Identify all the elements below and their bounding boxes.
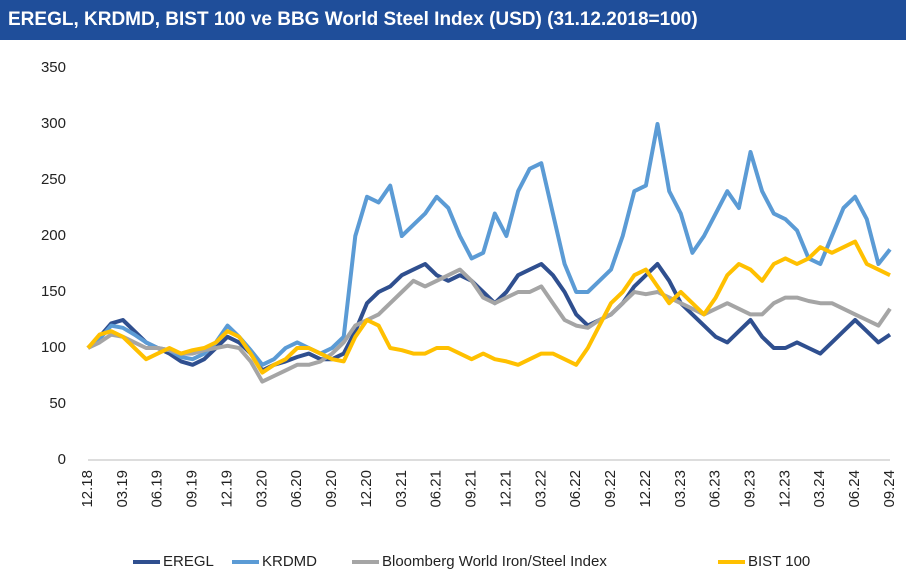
x-tick-label: 12.20 [358,470,375,508]
x-tick-label: 12.21 [497,470,514,508]
legend-label: Bloomberg World Iron/Steel Index [382,553,607,570]
x-tick-label: 06.22 [567,470,584,508]
x-tick-label: 06.24 [846,470,863,508]
series-line [86,122,892,367]
x-tick-label: 03.20 [253,470,270,508]
series-line [86,239,891,375]
x-tick-label: 09.24 [881,470,898,508]
y-tick-label: 350 [41,59,66,76]
x-tick-label: 12.22 [637,470,654,508]
x-tick-label: 03.24 [811,470,828,508]
y-tick-label: 250 [41,171,66,188]
series-line [87,267,892,384]
y-tick-label: 150 [41,283,66,300]
y-tick-label: 0 [58,451,66,468]
x-tick-label: 12.19 [218,470,235,508]
legend-label: BIST 100 [748,553,810,570]
y-tick-label: 200 [41,227,66,244]
y-tick-label: 50 [49,395,66,412]
legend-label: KRDMD [262,553,317,570]
x-tick-label: 06.23 [707,470,724,508]
x-tick-label: 09.20 [323,470,340,508]
x-tick-label: 12.23 [776,470,793,508]
x-tick-label: 03.23 [672,470,689,508]
x-tick-label: 03.22 [532,470,549,508]
legend-label: EREGL [163,553,214,570]
series-line [86,262,892,373]
x-tick-label: 06.21 [428,470,445,508]
x-tick-label: 09.19 [184,470,201,508]
x-tick-label: 09.23 [741,470,758,508]
x-tick-label: 06.19 [149,470,166,508]
x-tick-label: 03.19 [114,470,131,508]
title-bar [0,0,906,40]
x-tick-label: 06.20 [288,470,305,508]
x-tick-label: 09.21 [463,470,480,508]
x-tick-label: 12.18 [79,470,96,508]
x-tick-label: 03.21 [393,470,410,508]
y-tick-label: 100 [41,339,66,356]
y-tick-label: 300 [41,115,66,132]
x-tick-label: 09.22 [602,470,619,508]
chart-title: EREGL, KRDMD, BIST 100 ve BBG World Stee… [8,9,698,30]
